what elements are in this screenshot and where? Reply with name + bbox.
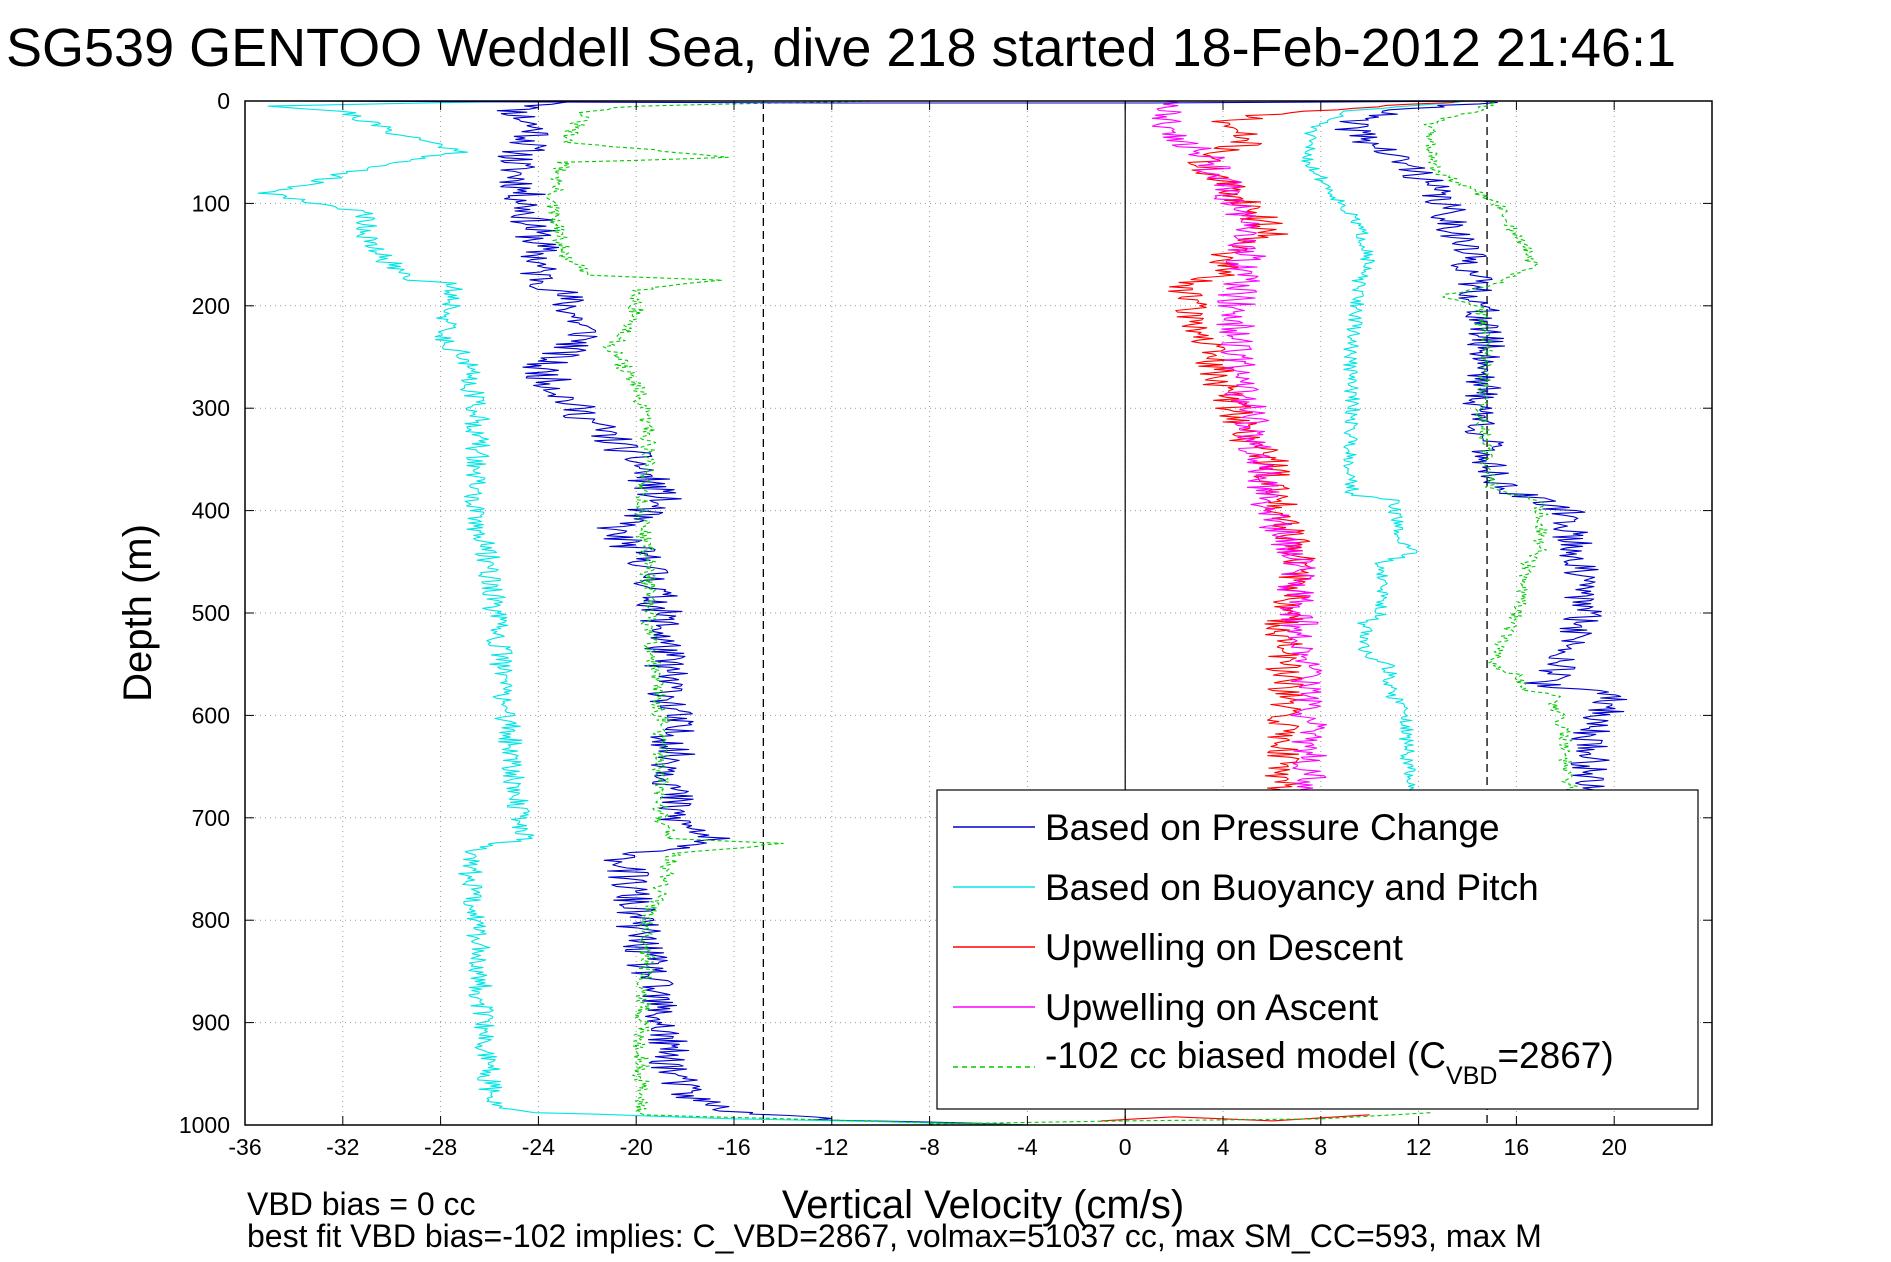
x-tick-label: 12 — [1406, 1134, 1432, 1160]
y-tick-label: 700 — [192, 805, 230, 831]
legend-label-upwelling-descent: Upwelling on Descent — [1045, 927, 1404, 968]
footer-best-fit: best fit VBD bias=-102 implies: C_VBD=28… — [247, 1218, 1542, 1254]
legend-label-model: -102 cc biased model (CVBD=2867) — [1045, 1035, 1614, 1090]
data-series — [257, 100, 1628, 1126]
x-tick-label: 0 — [1119, 1134, 1132, 1160]
y-tick-label: 500 — [192, 600, 230, 626]
x-tick-label: -4 — [1017, 1134, 1038, 1160]
x-tick-label: 8 — [1314, 1134, 1327, 1160]
series-pressure_ascent — [1334, 100, 1628, 798]
legend-box — [936, 789, 1699, 1110]
y-tick-label: 300 — [192, 395, 230, 421]
x-tick-label: -12 — [815, 1134, 848, 1160]
legend-label-buoyancy: Based on Buoyancy and Pitch — [1045, 867, 1539, 908]
series-buoyancy_descent — [257, 100, 1028, 1126]
legend-label-pressure: Based on Pressure Change — [1045, 807, 1500, 848]
chart-title: SG539 GENTOO Weddell Sea, dive 218 start… — [6, 18, 1676, 78]
x-tick-label: -32 — [326, 1134, 359, 1160]
series-model_ascent — [1423, 100, 1585, 798]
legend: Based on Pressure Change Based on Buoyan… — [936, 789, 1699, 1110]
axis-ticks: -36 -32 -28 -24 -20 -16 -12 -8 -4 0 4 8 12 16 20010020… — [179, 88, 1712, 1160]
series-buoyancy_ascent — [1301, 100, 1465, 798]
legend-label-upwelling-ascent: Upwelling on Ascent — [1045, 987, 1379, 1028]
x-tick-label: -36 — [228, 1134, 261, 1160]
legend-label-model-end: =2867) — [1497, 1035, 1613, 1076]
y-tick-label: 1000 — [179, 1112, 230, 1138]
series-upwelling_ascent — [1151, 100, 1327, 798]
legend-label-model-sub: VBD — [1446, 1062, 1497, 1090]
x-tick-label: -28 — [424, 1134, 457, 1160]
series-model_descent — [545, 100, 1028, 1126]
x-tick-label: 4 — [1217, 1134, 1230, 1160]
legend-label-model-main: -102 cc biased model (C — [1045, 1035, 1446, 1076]
x-tick-label: 16 — [1504, 1134, 1530, 1160]
footer-bias: VBD bias = 0 cc — [247, 1186, 476, 1222]
x-tick-label: -8 — [919, 1134, 939, 1160]
series-pressure_descent — [496, 100, 1028, 1126]
y-tick-label: 900 — [192, 1010, 230, 1036]
x-tick-label: -24 — [522, 1134, 555, 1160]
x-tick-label: -20 — [620, 1134, 653, 1160]
x-tick-label: -16 — [717, 1134, 750, 1160]
y-tick-label: 600 — [192, 702, 230, 728]
y-tick-label: 400 — [192, 498, 230, 524]
y-axis-label: Depth (m) — [116, 524, 160, 702]
y-tick-label: 800 — [192, 907, 230, 933]
y-tick-label: 0 — [217, 88, 230, 114]
x-axis-label: Vertical Velocity (cm/s) — [782, 1183, 1184, 1227]
y-tick-label: 200 — [192, 293, 230, 319]
x-tick-label: 20 — [1601, 1134, 1627, 1160]
y-tick-label: 100 — [192, 190, 230, 216]
